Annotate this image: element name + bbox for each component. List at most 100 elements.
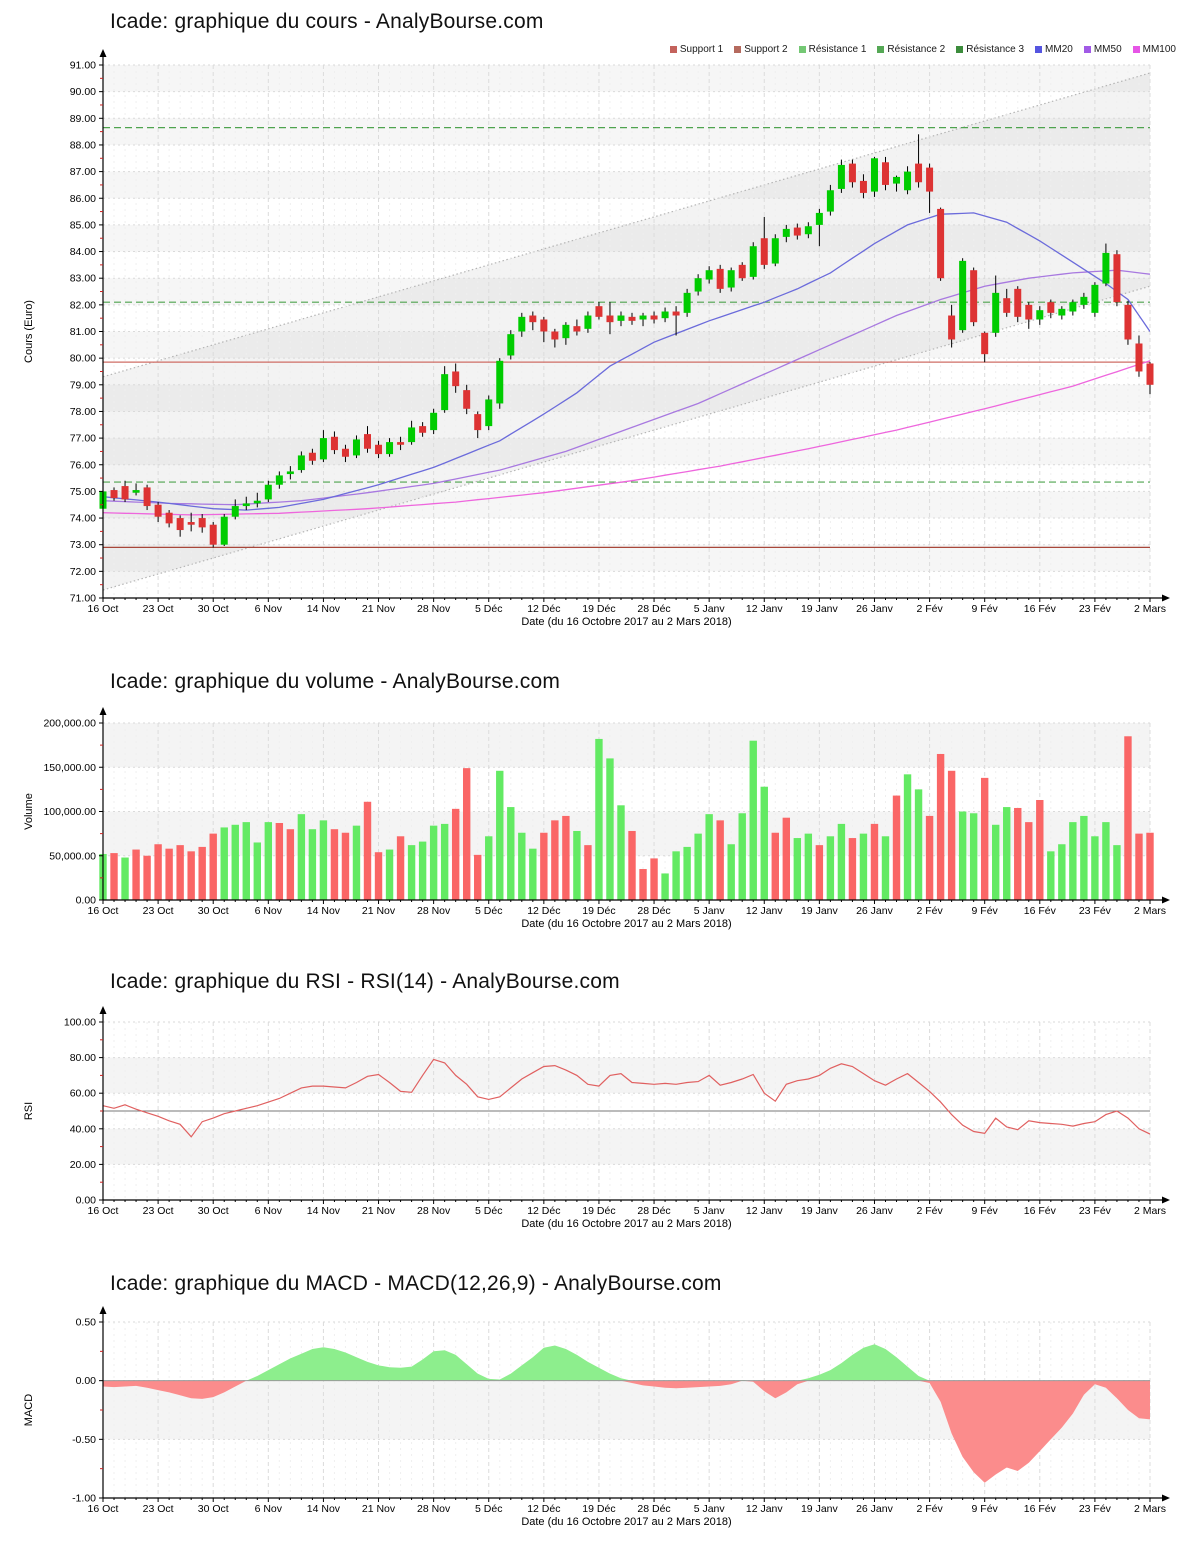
- legend-item: MM20: [1035, 44, 1073, 55]
- candle-body: [154, 504, 162, 517]
- candle-body: [529, 315, 537, 323]
- volume-bar: [1014, 807, 1022, 900]
- y-tick-label: 0.50: [76, 1317, 97, 1329]
- volume-bar: [628, 830, 636, 900]
- legend-swatch: [669, 46, 677, 53]
- candle-body: [1047, 302, 1055, 313]
- legend-label: MM50: [1093, 44, 1122, 55]
- x-axis-label: Date (du 16 Octobre 2017 au 2 Mars 2018): [521, 918, 731, 930]
- x-tick-label: 16 Fév: [1024, 905, 1057, 917]
- candle-body: [915, 163, 923, 183]
- candle-body: [496, 360, 504, 404]
- candle-body: [749, 246, 757, 277]
- volume-bar: [485, 836, 493, 900]
- volume-bar: [308, 829, 317, 900]
- y-tick-label: 100,000.00: [43, 806, 96, 818]
- candle-body: [705, 270, 713, 280]
- candle-body: [540, 319, 548, 332]
- x-tick-label: 16 Oct: [88, 603, 119, 615]
- y-tick-label: 40.00: [70, 1123, 96, 1135]
- volume-bar: [1091, 836, 1099, 900]
- candle-body: [242, 503, 250, 507]
- x-tick-label: 21 Nov: [362, 1205, 396, 1217]
- trend-line: [103, 72, 1150, 378]
- x-tick-label: 14 Nov: [307, 603, 341, 615]
- candle-body: [1025, 304, 1033, 320]
- y-tick-label: 87.00: [70, 166, 96, 178]
- candle-body: [419, 426, 427, 433]
- y-tick-label: 82.00: [70, 299, 96, 311]
- candle-body: [606, 315, 614, 323]
- volume-bar: [507, 807, 515, 900]
- volume-bar: [540, 832, 548, 900]
- x-tick-label: 14 Nov: [307, 905, 341, 917]
- candle-body: [209, 524, 217, 545]
- macd-positive-area: [103, 1344, 1150, 1381]
- candle-body: [970, 270, 978, 323]
- volume-bar: [1058, 844, 1066, 900]
- y-axis-label: MACD: [23, 1394, 35, 1426]
- candle-body: [198, 518, 206, 528]
- price-chart-legend: Support 1 Support 2 Résistance 1 Résistance…: [669, 44, 1176, 55]
- candle-body: [297, 455, 305, 471]
- candle-body: [617, 315, 625, 321]
- x-tick-label: 19 Janv: [801, 603, 839, 615]
- candle-body: [738, 264, 746, 279]
- volume-bar: [969, 813, 978, 900]
- x-tick-label: 28 Nov: [417, 603, 451, 615]
- volume-bar: [121, 857, 129, 900]
- candle-body: [981, 332, 989, 355]
- candle-body: [463, 390, 471, 409]
- candle-body: [1014, 288, 1022, 317]
- x-tick-label: 2 Mars: [1134, 1503, 1166, 1515]
- macd-negative-area: [103, 1380, 1150, 1483]
- volume-bar: [760, 786, 768, 900]
- legend-item: MM100: [1132, 44, 1176, 55]
- volume-bar: [110, 853, 118, 900]
- volume-bar: [727, 844, 735, 900]
- x-tick-label: 6 Nov: [255, 905, 283, 917]
- volume-bar: [1069, 822, 1077, 900]
- x-axis-label: Date (du 16 Octobre 2017 au 2 Mars 2018): [521, 1516, 731, 1528]
- candle-body: [375, 444, 383, 455]
- volume-bar: [1036, 799, 1044, 900]
- x-tick-label: 9 Fév: [972, 1503, 999, 1515]
- candle-body: [474, 414, 482, 431]
- x-tick-label: 9 Fév: [972, 905, 999, 917]
- x-tick-label: 12 Déc: [527, 1205, 560, 1217]
- legend-item: Support 2: [734, 44, 788, 55]
- volume-bar: [639, 869, 647, 900]
- candle-body: [397, 442, 405, 445]
- volume-bar: [1080, 815, 1088, 900]
- x-tick-label: 16 Oct: [88, 1503, 119, 1515]
- trend-channel: [103, 72, 1150, 591]
- candle-body: [793, 227, 801, 236]
- x-axis-label: Date (du 16 Octobre 2017 au 2 Mars 2018): [521, 616, 731, 628]
- volume-bar: [914, 789, 923, 900]
- volume-bar: [992, 824, 1000, 900]
- candle-body: [319, 438, 327, 460]
- mm100-line: [103, 360, 1150, 516]
- candle-body: [1102, 252, 1110, 284]
- x-tick-label: 19 Déc: [582, 905, 615, 917]
- x-tick-label: 12 Déc: [527, 1503, 560, 1515]
- legend-swatch: [734, 46, 742, 53]
- volume-bar: [837, 823, 846, 900]
- candle-body: [815, 212, 823, 225]
- volume-bar: [881, 836, 890, 900]
- candle-body: [1135, 343, 1143, 372]
- x-tick-label: 26 Janv: [856, 1503, 894, 1515]
- x-tick-label: 2 Mars: [1134, 603, 1166, 615]
- volume-chart: 0.00 50,000.00 100,000.00 150,000.00 200,000…: [23, 707, 1170, 930]
- candle-body: [121, 486, 129, 500]
- volume-bar: [892, 795, 901, 900]
- volume-bar: [617, 805, 625, 900]
- candle-body: [187, 522, 195, 525]
- y-tick-label: 83.00: [70, 273, 96, 285]
- legend-label: Résistance 3: [966, 44, 1025, 55]
- legend-item: Support 1: [669, 44, 723, 55]
- candle-body: [837, 164, 845, 189]
- volume-bar: [407, 845, 416, 900]
- rsi-line: [102, 1058, 1151, 1138]
- candle-body: [441, 374, 449, 411]
